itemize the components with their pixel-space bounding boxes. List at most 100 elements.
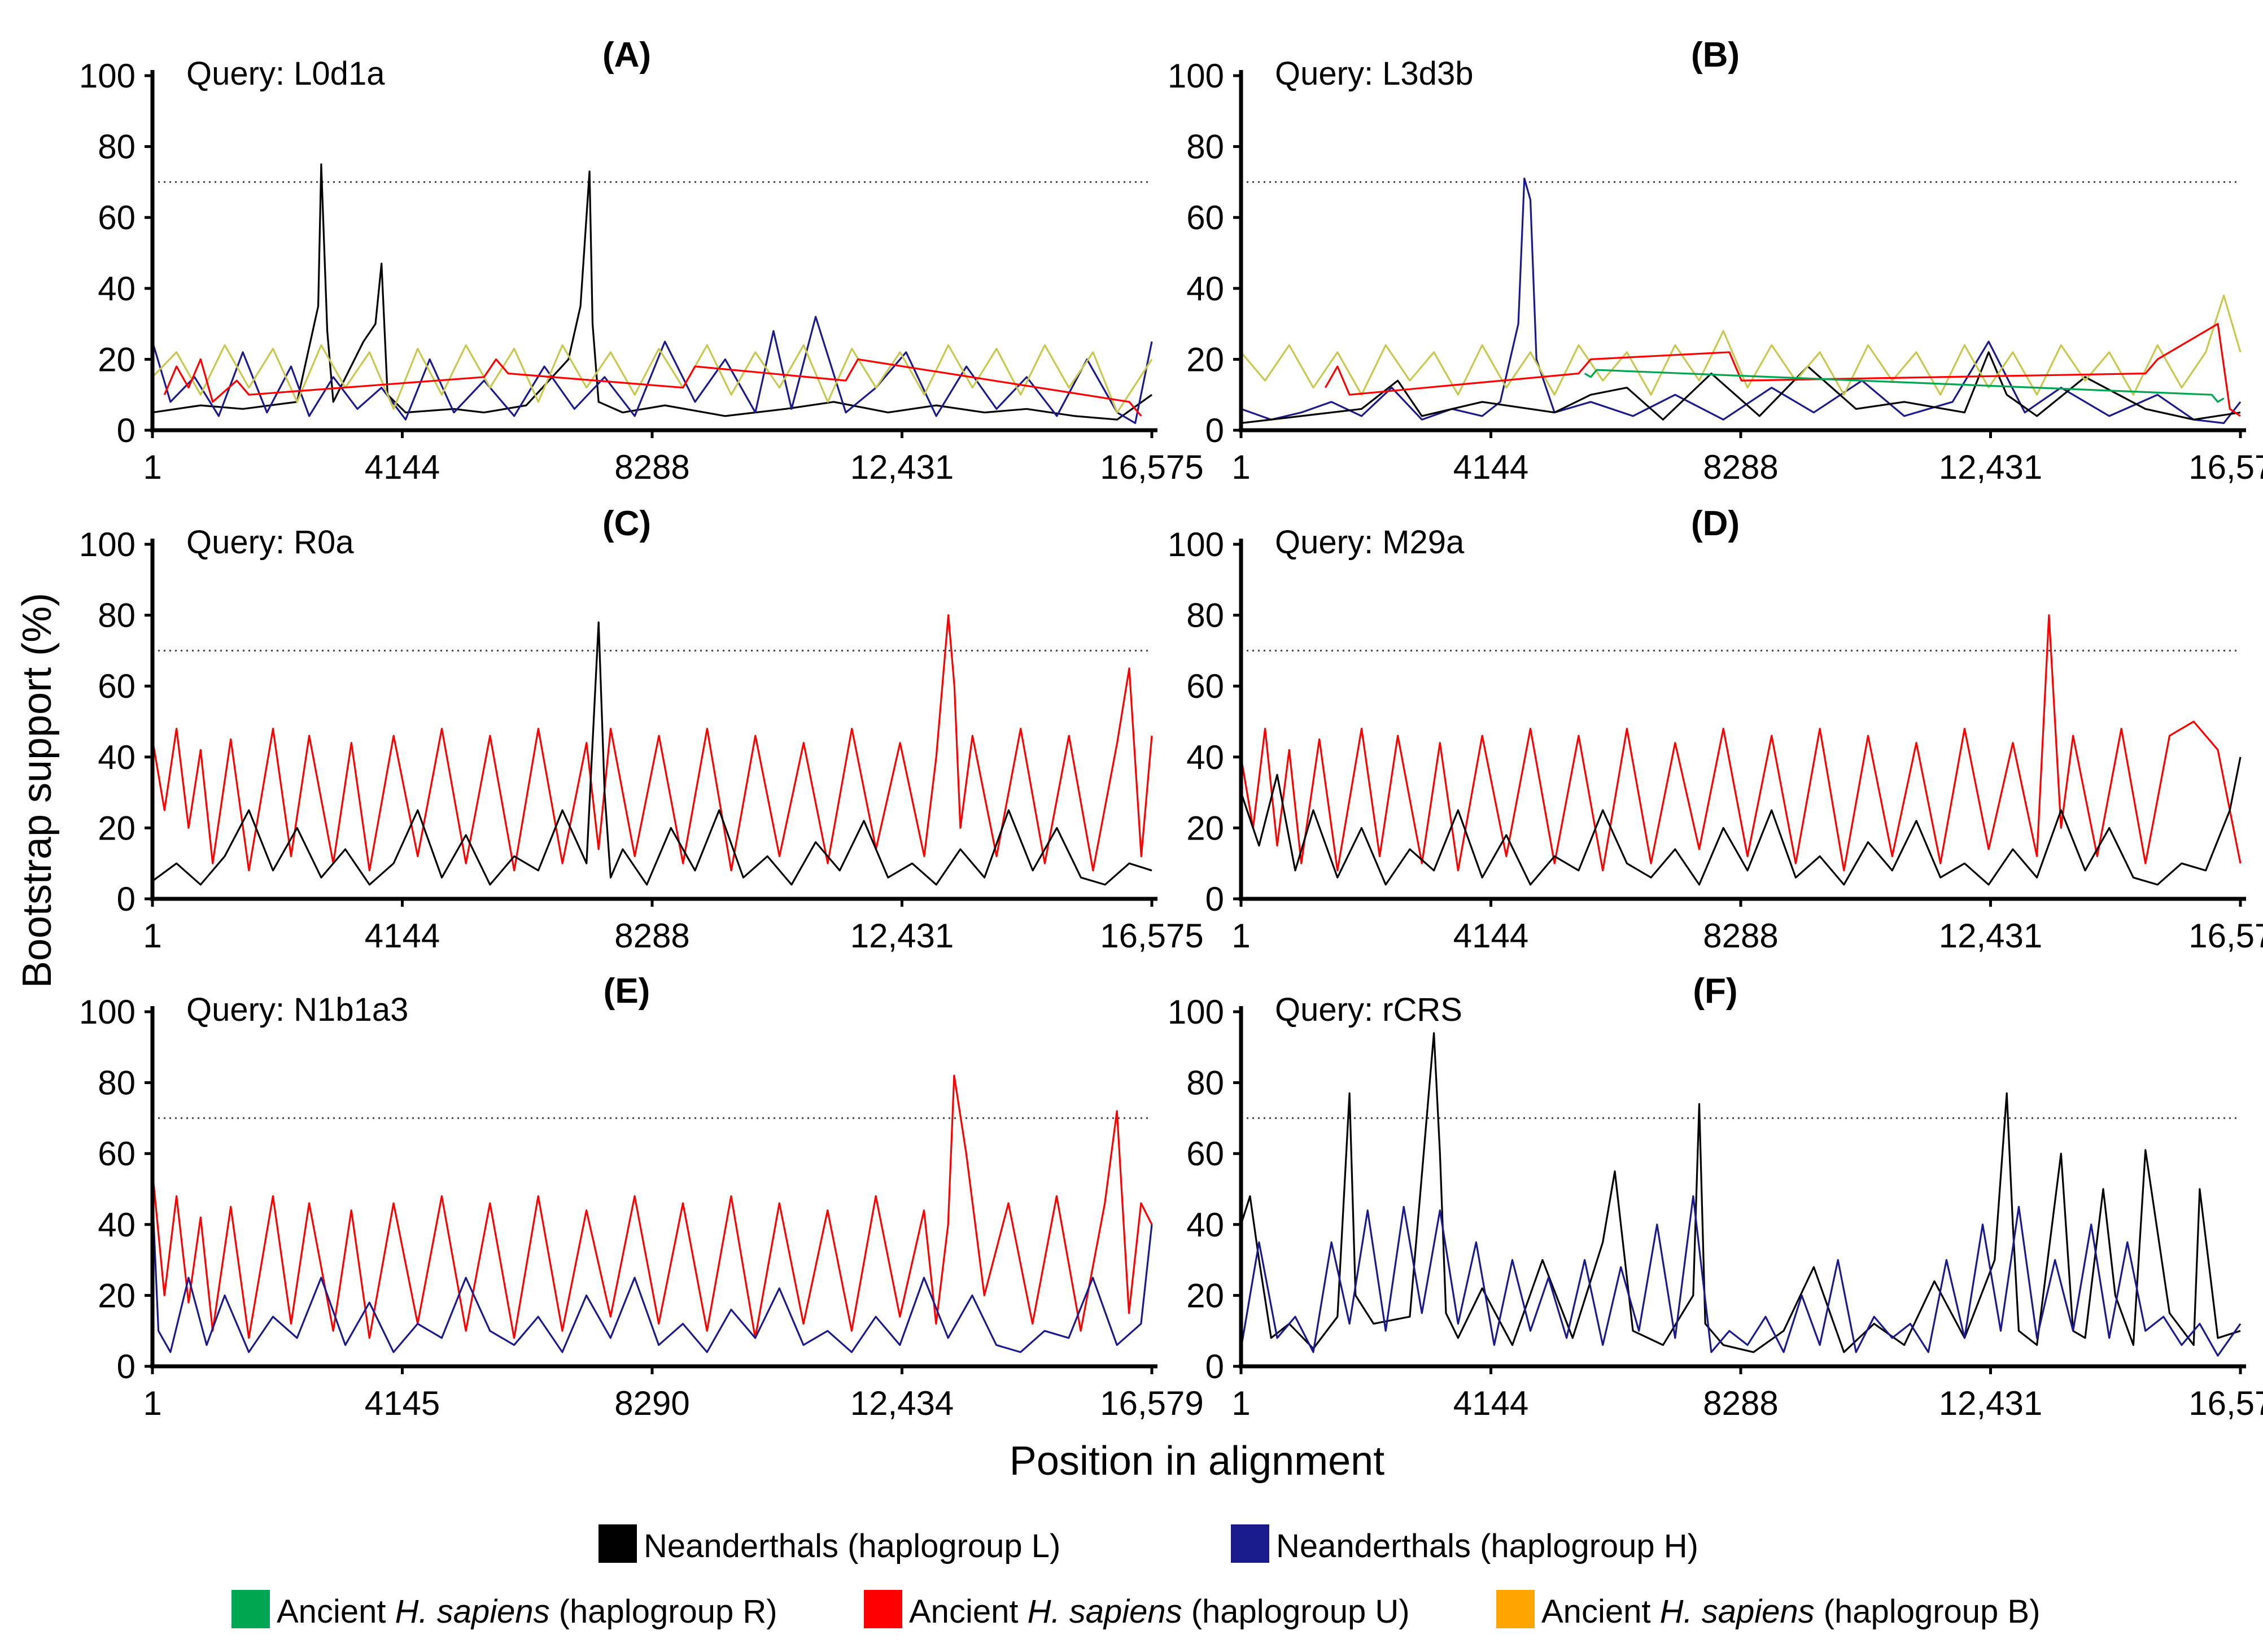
y-tick-label: 40 xyxy=(1186,1206,1224,1244)
y-axis-title: Bootstrap support (%) xyxy=(15,593,60,988)
series-line-h xyxy=(151,316,1153,425)
y-tick-label: 0 xyxy=(117,412,136,449)
x-axis-title: Position in alignment xyxy=(1010,1439,1384,1484)
series-line-l xyxy=(152,621,1152,886)
x-tick-label: 12,431 xyxy=(1939,917,2043,955)
series-line-l xyxy=(1240,351,2241,424)
x-tick-label: 1 xyxy=(143,1384,161,1422)
y-tick-label: 100 xyxy=(1168,993,1224,1031)
series-line-h xyxy=(151,1196,1153,1353)
series-line-u xyxy=(151,614,1153,872)
y-tick-label: 20 xyxy=(98,1277,136,1314)
legend-u-suffix: (haplogroup U) xyxy=(1182,1593,1410,1630)
legend-u-italic: H. sapiens xyxy=(1028,1593,1182,1630)
y-tick-label: 100 xyxy=(1168,57,1224,95)
query-label: Query: L0d1a xyxy=(186,55,385,92)
series-line-mix xyxy=(1240,294,2242,396)
legend-u-prefix: Ancient xyxy=(909,1593,1028,1630)
panel-letter: (A) xyxy=(602,36,651,75)
y-tick-label: 80 xyxy=(98,597,136,635)
series-line-l xyxy=(1240,1032,2241,1353)
legend-label-sapiens-r: Ancient H. sapiens (haplogroup R) xyxy=(277,1593,777,1630)
y-tick-label: 0 xyxy=(117,880,136,918)
series-line-h xyxy=(1240,1195,2242,1357)
y-tick-label: 40 xyxy=(98,1206,136,1244)
legend-b-prefix: Ancient xyxy=(1541,1593,1660,1630)
y-tick-label: 60 xyxy=(98,1135,136,1173)
y-tick-label: 100 xyxy=(79,57,136,95)
y-tick-label: 0 xyxy=(1205,880,1224,918)
x-tick-label: 12,434 xyxy=(850,1384,954,1422)
y-tick-label: 60 xyxy=(98,667,136,705)
x-tick-label: 8288 xyxy=(614,448,689,486)
legend-swatch-neanderthal-h xyxy=(1231,1524,1269,1563)
legend-swatch-sapiens-r xyxy=(231,1590,270,1628)
x-tick-label: 12,431 xyxy=(850,917,954,955)
query-label: Query: R0a xyxy=(186,524,354,561)
x-tick-label: 12,431 xyxy=(1939,448,2043,486)
x-tick-label: 16,575 xyxy=(1100,917,1204,955)
y-tick-label: 40 xyxy=(1186,738,1224,776)
panel-letter: (D) xyxy=(1691,504,1740,543)
x-tick-label: 8288 xyxy=(614,917,689,955)
y-tick-label: 60 xyxy=(98,199,136,237)
y-tick-label: 20 xyxy=(1186,809,1224,847)
y-tick-label: 40 xyxy=(98,270,136,308)
legend-swatch-sapiens-b xyxy=(1496,1590,1535,1628)
legend-label-sapiens-b: Ancient H. sapiens (haplogroup B) xyxy=(1541,1593,2040,1630)
legend: Neanderthals (haplogroup L) Neanderthals… xyxy=(231,1524,2040,1630)
series-line-r xyxy=(1584,369,2225,403)
x-tick-label: 12,431 xyxy=(850,448,954,486)
legend-r-prefix: Ancient xyxy=(277,1593,395,1630)
y-tick-label: 100 xyxy=(1168,526,1224,563)
series-line-l xyxy=(152,163,1152,421)
x-tick-label: 1 xyxy=(1231,917,1250,955)
x-tick-label: 1 xyxy=(1231,1384,1250,1422)
x-tick-label: 4144 xyxy=(1453,1384,1528,1422)
series-line-l xyxy=(1240,757,2242,886)
panel-b: 0 20 40 60 80 100 1 4144 8288 12,431 16,575 Query: … xyxy=(1168,36,2263,486)
panel-e: 0 20 40 60 80 100 1 4145 8290 12,434 16,579 Query: … xyxy=(79,972,1204,1422)
legend-label-neanderthal-h: Neanderthals (haplogroup H) xyxy=(1276,1528,1698,1564)
panel-d: 0 20 40 60 80 100 1 4144 8288 12,431 16,575 Query: … xyxy=(1168,504,2263,955)
x-tick-label: 8288 xyxy=(1703,448,1778,486)
legend-label-sapiens-u: Ancient H. sapiens (haplogroup U) xyxy=(909,1593,1410,1630)
x-tick-label: 4144 xyxy=(1453,917,1528,955)
x-tick-label: 8290 xyxy=(614,1384,689,1422)
x-tick-label: 4145 xyxy=(365,1384,440,1422)
panel-letter: (B) xyxy=(1691,36,1740,75)
y-tick-label: 80 xyxy=(1186,597,1224,635)
x-tick-label: 4144 xyxy=(1453,448,1528,486)
series-line-u xyxy=(151,1074,1153,1339)
y-tick-label: 80 xyxy=(98,128,136,166)
legend-swatch-sapiens-u xyxy=(864,1590,902,1628)
y-tick-label: 0 xyxy=(1205,412,1224,449)
legend-r-suffix: (haplogroup R) xyxy=(550,1593,777,1630)
series-line-u xyxy=(1240,614,2242,872)
y-tick-label: 60 xyxy=(1186,1135,1224,1173)
x-tick-label: 4144 xyxy=(365,917,440,955)
legend-label-neanderthal-l: Neanderthals (haplogroup L) xyxy=(644,1528,1060,1564)
x-tick-label: 4144 xyxy=(365,448,440,486)
y-tick-label: 20 xyxy=(1186,1277,1224,1314)
panel-a: 0 20 40 60 80 100 1 4144 8288 12,431 16,575 Query: … xyxy=(79,36,1204,486)
y-tick-label: 20 xyxy=(98,340,136,378)
y-tick-label: 80 xyxy=(98,1064,136,1102)
query-label: Query: rCRS xyxy=(1275,991,1462,1028)
y-tick-label: 20 xyxy=(98,809,136,847)
panel-f: 0 20 40 60 80 100 1 4144 8288 12,431 16,575 Query: … xyxy=(1168,972,2263,1422)
x-tick-label: 16,575 xyxy=(2188,448,2263,486)
panel-letter: (E) xyxy=(604,972,650,1011)
x-tick-label: 16,575 xyxy=(1100,448,1204,486)
series-line-h xyxy=(1240,177,2242,425)
x-tick-label: 1 xyxy=(143,448,161,486)
panel-letter: (F) xyxy=(1693,972,1737,1011)
y-tick-label: 60 xyxy=(1186,667,1224,705)
x-tick-label: 12,431 xyxy=(1939,1384,2043,1422)
x-tick-label: 8288 xyxy=(1703,1384,1778,1422)
panel-letter: (C) xyxy=(602,504,651,543)
y-tick-label: 0 xyxy=(1205,1348,1224,1386)
legend-swatch-neanderthal-l xyxy=(598,1524,637,1563)
series-line-mix xyxy=(151,344,1153,414)
